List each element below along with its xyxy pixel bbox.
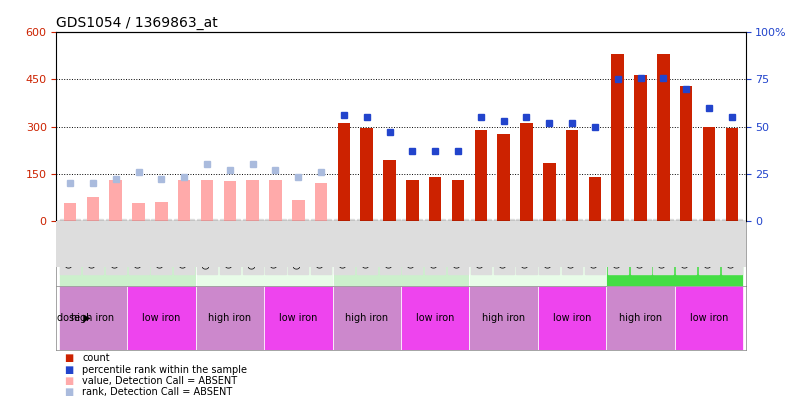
Text: GDS1054 / 1369863_at: GDS1054 / 1369863_at <box>56 16 218 30</box>
Bar <box>475 130 487 221</box>
Text: ■: ■ <box>64 365 73 375</box>
Bar <box>59 221 196 286</box>
Bar <box>292 200 305 221</box>
Text: dose ▶: dose ▶ <box>57 313 90 323</box>
Bar <box>110 180 122 221</box>
Bar <box>59 286 127 350</box>
Bar <box>127 286 196 350</box>
Text: high iron: high iron <box>619 313 663 323</box>
Bar <box>87 197 99 221</box>
Bar <box>606 221 743 286</box>
Bar <box>725 128 738 221</box>
Bar <box>406 180 418 221</box>
Bar <box>196 286 264 350</box>
Bar <box>178 180 190 221</box>
Bar <box>264 286 333 350</box>
Bar <box>612 54 624 221</box>
Bar <box>520 124 533 221</box>
Text: high iron: high iron <box>345 313 388 323</box>
Bar <box>588 177 601 221</box>
Text: low iron: low iron <box>142 313 181 323</box>
Bar <box>196 221 333 286</box>
Text: high iron: high iron <box>482 313 526 323</box>
Bar <box>634 75 647 221</box>
Bar <box>566 130 579 221</box>
Bar <box>680 86 692 221</box>
Bar <box>333 221 469 286</box>
Bar <box>469 221 606 286</box>
Text: high iron: high iron <box>72 313 114 323</box>
Text: ■: ■ <box>64 354 73 363</box>
Bar <box>338 124 351 221</box>
Text: low iron: low iron <box>553 313 592 323</box>
Bar <box>132 203 145 221</box>
Bar <box>469 286 538 350</box>
Bar <box>333 286 401 350</box>
Bar <box>269 180 282 221</box>
Bar <box>606 286 675 350</box>
Bar <box>360 128 373 221</box>
Bar <box>497 134 510 221</box>
Bar <box>703 126 715 221</box>
Text: high iron: high iron <box>208 313 251 323</box>
Bar <box>315 183 327 221</box>
Text: 21 d: 21 d <box>251 248 276 258</box>
Bar <box>543 163 555 221</box>
Bar <box>155 202 168 221</box>
Text: low iron: low iron <box>416 313 455 323</box>
Text: count: count <box>82 354 110 363</box>
Text: 36 wk: 36 wk <box>659 248 692 258</box>
Bar <box>223 181 236 221</box>
Bar <box>64 203 77 221</box>
Bar <box>538 286 606 350</box>
Bar <box>401 286 469 350</box>
Bar <box>201 180 214 221</box>
Bar <box>675 286 743 350</box>
Text: rank, Detection Call = ABSENT: rank, Detection Call = ABSENT <box>82 388 232 397</box>
Text: percentile rank within the sample: percentile rank within the sample <box>82 365 247 375</box>
Text: ■: ■ <box>64 376 73 386</box>
Text: value, Detection Call = ABSENT: value, Detection Call = ABSENT <box>82 376 237 386</box>
Bar <box>657 54 670 221</box>
Bar <box>384 160 396 221</box>
Text: low iron: low iron <box>279 313 318 323</box>
Text: ■: ■ <box>64 388 73 397</box>
Bar <box>247 180 259 221</box>
Text: 6 wk: 6 wk <box>388 248 414 258</box>
Bar <box>451 180 464 221</box>
Text: 8 d: 8 d <box>118 248 136 258</box>
Text: 12 wk: 12 wk <box>521 248 555 258</box>
Bar <box>429 177 442 221</box>
Text: age ▶: age ▶ <box>57 248 85 258</box>
Text: low iron: low iron <box>690 313 729 323</box>
